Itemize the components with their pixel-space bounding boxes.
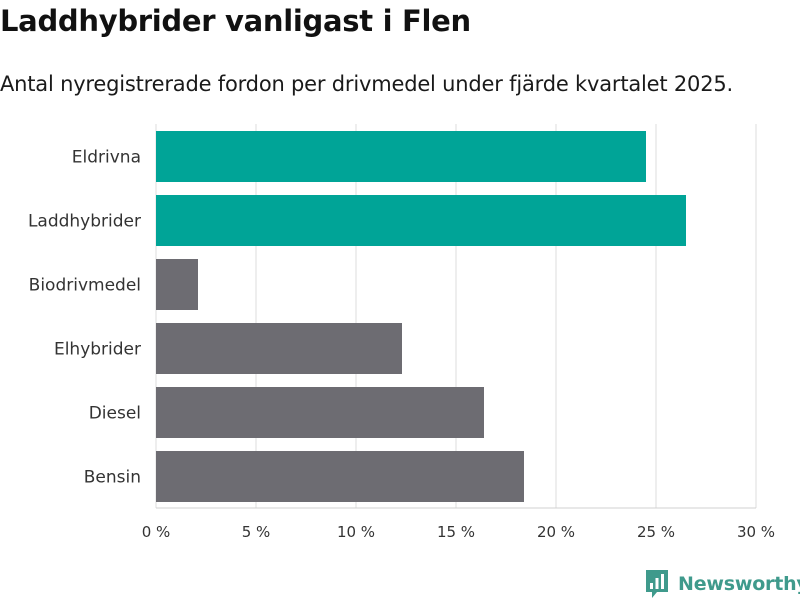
- chart-title: Laddhybrider vanligast i Flen: [0, 4, 471, 38]
- x-tick-label: 20 %: [537, 523, 575, 541]
- category-label: Laddhybrider: [28, 212, 141, 232]
- x-tick-label: 15 %: [437, 523, 475, 541]
- category-label: Elhybrider: [54, 340, 141, 360]
- x-tick-label: 0 %: [142, 523, 171, 541]
- bar-laddhybrider[interactable]: [156, 195, 686, 246]
- bar-elhybrider[interactable]: [156, 323, 402, 374]
- bars: [156, 131, 686, 502]
- category-label: Biodrivmedel: [29, 276, 141, 296]
- category-label: Bensin: [84, 468, 141, 488]
- x-tick-labels: 0 % 5 % 10 % 15 % 20 % 25 % 30 %: [142, 523, 775, 541]
- x-tick-label: 25 %: [637, 523, 675, 541]
- gridlines: [155, 124, 757, 509]
- x-tick-label: 10 %: [337, 523, 375, 541]
- bar-eldrivna[interactable]: [156, 131, 646, 182]
- brand-logo[interactable]: Newsworthy: [644, 568, 800, 600]
- x-tick-label: 5 %: [242, 523, 271, 541]
- bar-diesel[interactable]: [156, 387, 484, 438]
- category-labels: Eldrivna Laddhybrider Biodrivmedel Elhybrid…: [28, 148, 141, 488]
- brand-name: Newsworthy: [678, 573, 800, 595]
- chart-subtitle: Antal nyregistrerade fordon per drivmede…: [0, 72, 734, 96]
- newsworthy-logo-icon: [646, 570, 668, 598]
- category-label: Eldrivna: [72, 148, 141, 168]
- x-tick-label: 30 %: [737, 523, 775, 541]
- bar-biodrivmedel[interactable]: [156, 259, 198, 310]
- bar-bensin[interactable]: [156, 451, 524, 502]
- category-label: Diesel: [89, 404, 141, 424]
